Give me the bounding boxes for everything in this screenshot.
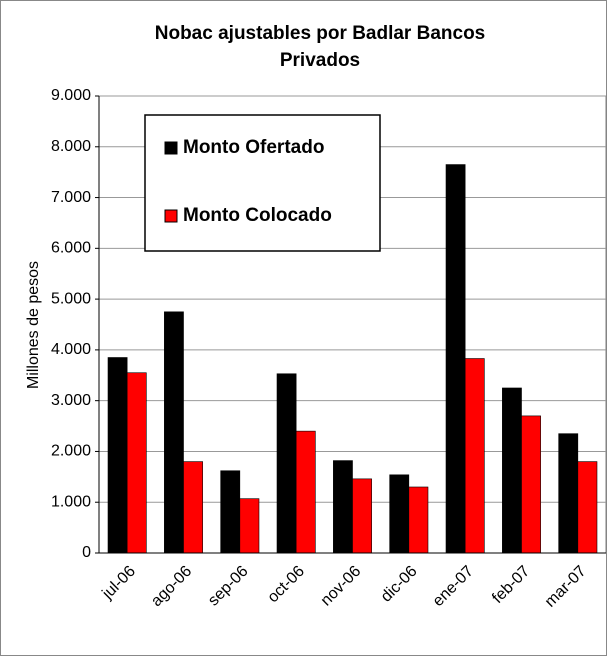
y-tick-label: 8.000 bbox=[51, 138, 91, 155]
y-tick-label: 4.000 bbox=[51, 341, 91, 358]
y-tick-label: 3.000 bbox=[51, 392, 91, 409]
y-tick-label: 1.000 bbox=[51, 493, 91, 510]
legend-swatch bbox=[164, 209, 178, 223]
chart-title: Nobac ajustables por Badlar Bancos bbox=[155, 23, 486, 44]
bar bbox=[126, 372, 147, 554]
bar bbox=[239, 498, 260, 554]
legend-label: Monto Ofertado bbox=[183, 137, 324, 158]
bar bbox=[276, 373, 297, 554]
bar bbox=[220, 470, 241, 554]
bar bbox=[558, 433, 579, 554]
bar bbox=[502, 387, 522, 554]
bar bbox=[352, 478, 372, 554]
bar bbox=[408, 486, 429, 554]
bar bbox=[295, 430, 316, 554]
bar bbox=[521, 415, 541, 554]
legend-swatch bbox=[164, 141, 178, 155]
y-tick-label: 7.000 bbox=[51, 189, 91, 206]
y-tick-label: 2.000 bbox=[51, 443, 91, 460]
bar bbox=[389, 474, 410, 554]
bar bbox=[445, 164, 466, 554]
legend-box bbox=[144, 114, 381, 252]
y-tick-label: 5.000 bbox=[51, 290, 91, 307]
bar bbox=[333, 460, 353, 554]
bar bbox=[183, 461, 203, 554]
bar bbox=[577, 461, 598, 554]
bar bbox=[107, 357, 128, 554]
y-tick-label: 6.000 bbox=[51, 240, 91, 257]
y-axis-label: Millones de pesos bbox=[25, 261, 42, 389]
y-tick-label: 9.000 bbox=[51, 87, 91, 104]
legend-label: Monto Colocado bbox=[183, 205, 332, 226]
bar bbox=[164, 311, 184, 554]
chart-title: Privados bbox=[280, 50, 360, 71]
bar bbox=[464, 358, 485, 554]
y-tick-label: 0 bbox=[82, 544, 91, 561]
